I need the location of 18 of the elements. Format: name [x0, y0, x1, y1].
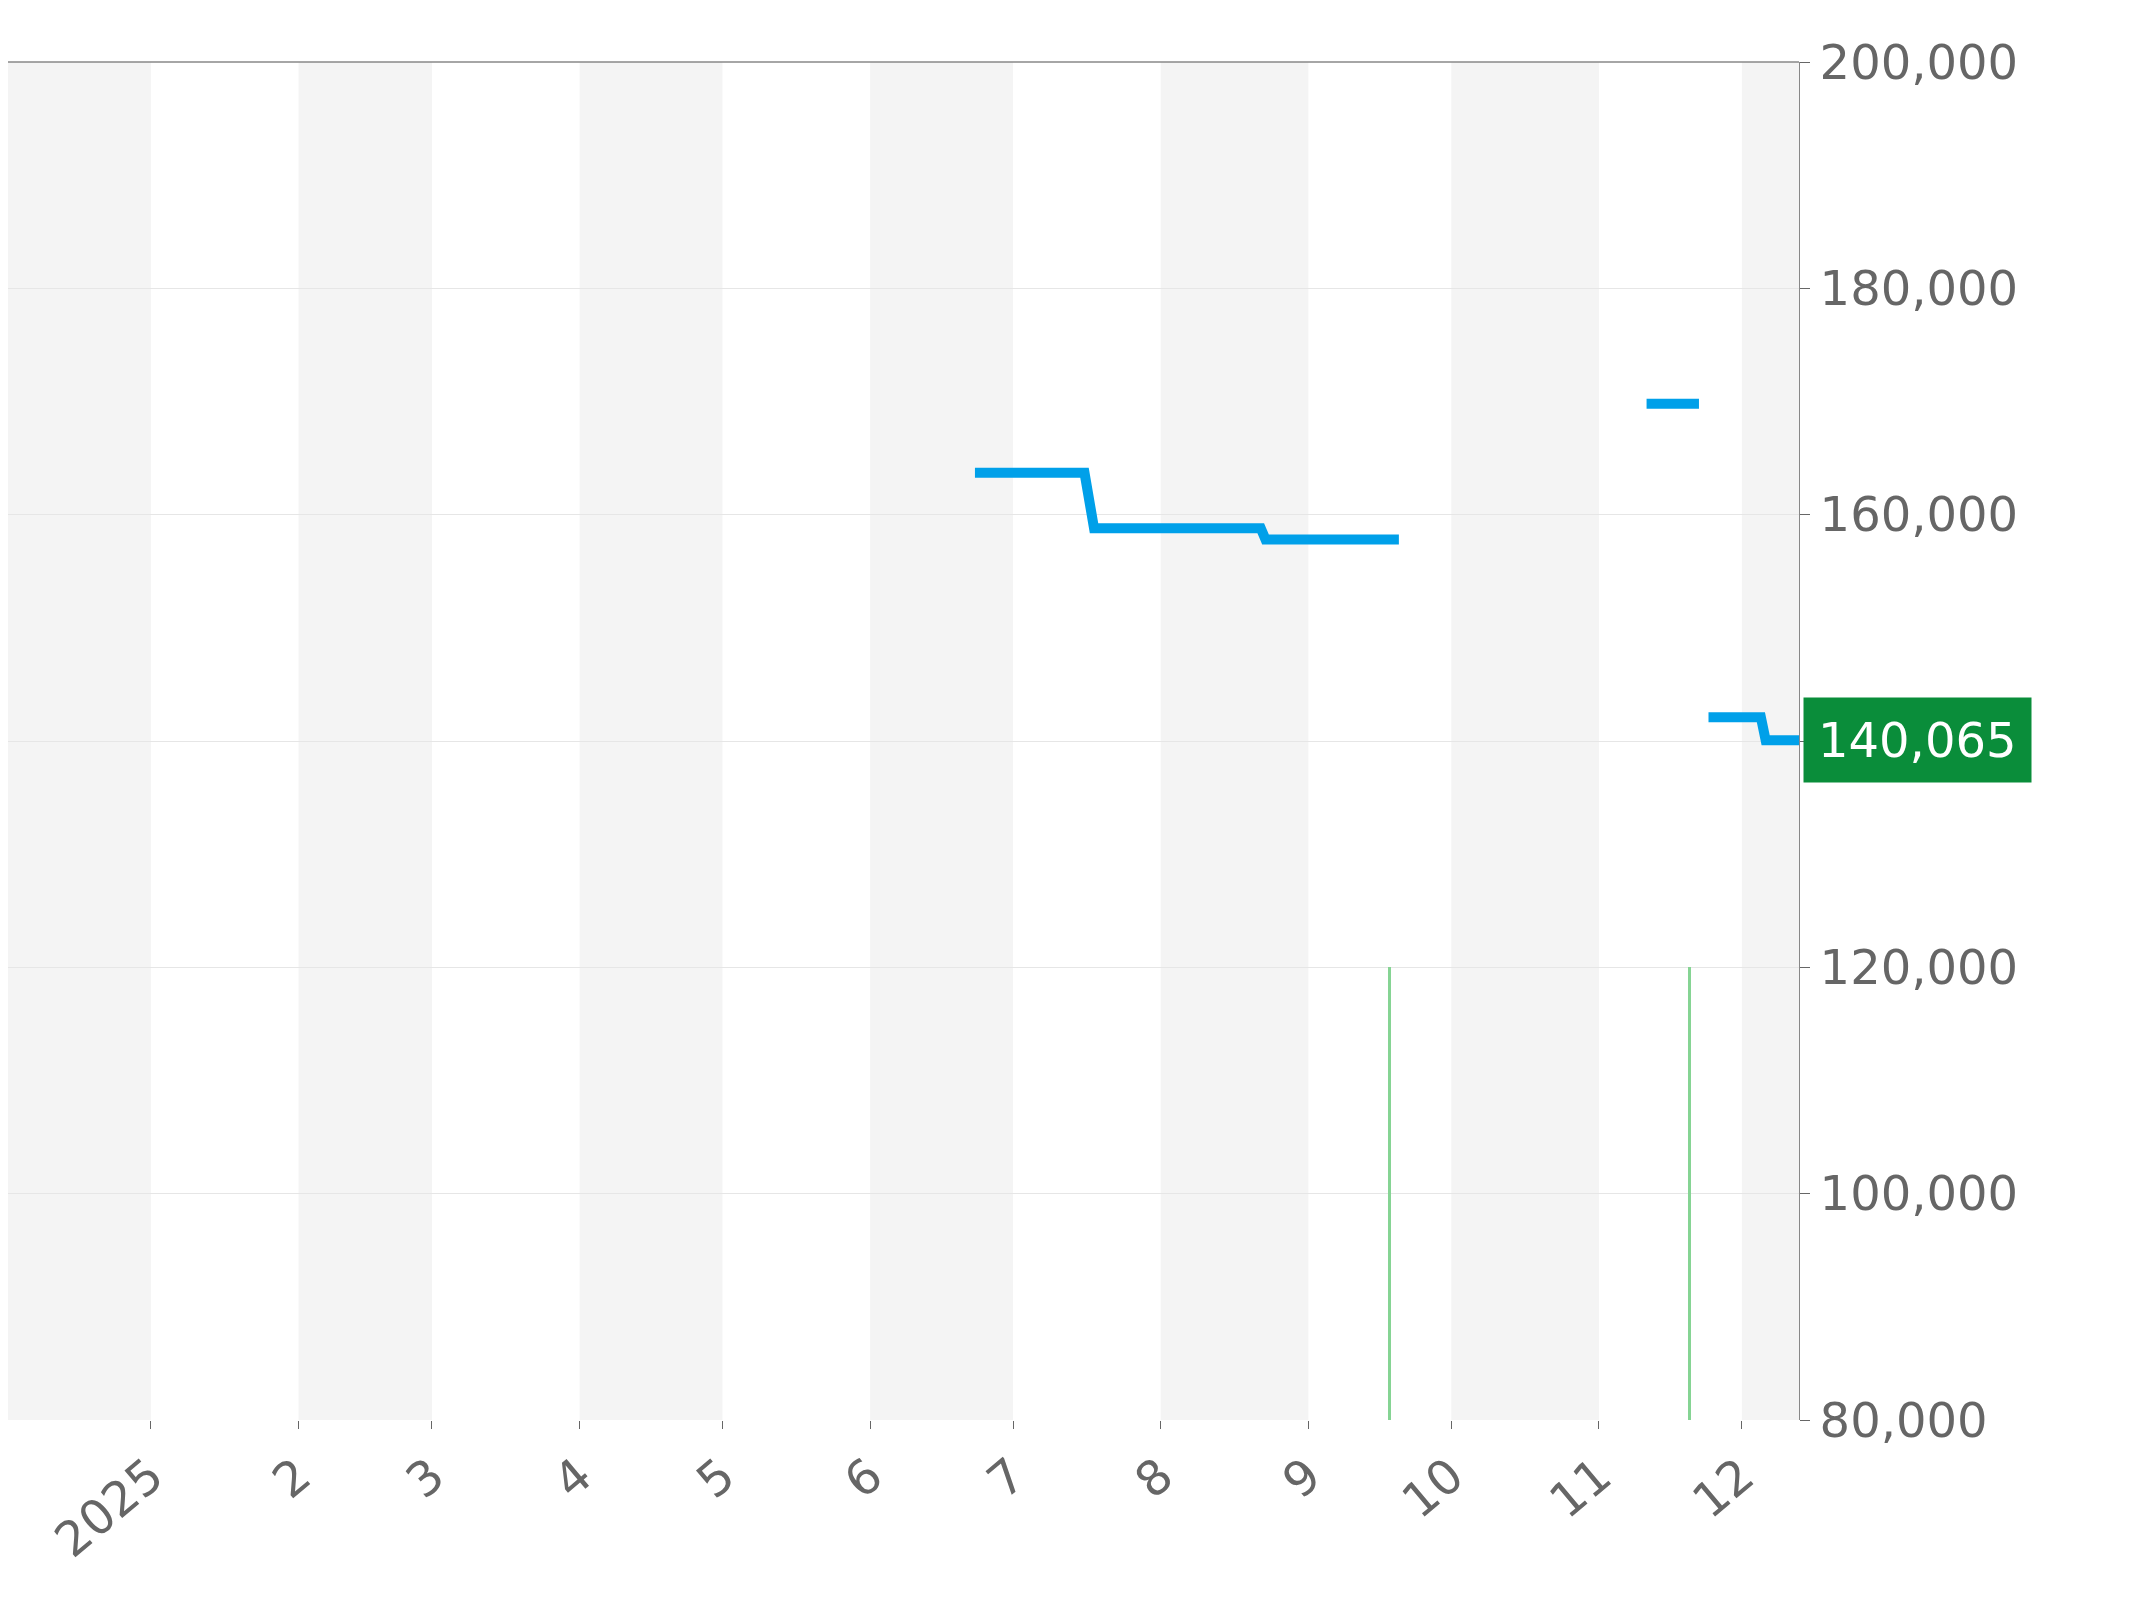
x-tick-label: 2 [261, 1446, 322, 1510]
y-tick-label: 120,000 [1819, 939, 2019, 996]
x-tick-label: 9 [1271, 1446, 1331, 1510]
x-tick-label: 5 [685, 1446, 745, 1510]
y-tick-label: 80,000 [1819, 1391, 1988, 1448]
y-tick-label: 180,000 [1819, 260, 2019, 317]
x-tick-label: 8 [1123, 1446, 1184, 1510]
annotation: 140,065 [1818, 712, 2017, 768]
y-tick-label: 100,000 [1819, 1165, 2019, 1222]
x-tick-label: 3 [395, 1446, 455, 1510]
x-tick-label: 7 [976, 1446, 1036, 1510]
y-tick-label: 160,000 [1819, 486, 2019, 543]
x-tick-label: 11 [1538, 1446, 1622, 1529]
y-tick-label: 200,000 [1819, 33, 2019, 90]
x-tick-label: 6 [833, 1446, 893, 1510]
x-tick-label: 10 [1390, 1446, 1474, 1529]
x-tick-label: 4 [542, 1446, 603, 1510]
x-tick-label: 12 [1681, 1446, 1765, 1529]
